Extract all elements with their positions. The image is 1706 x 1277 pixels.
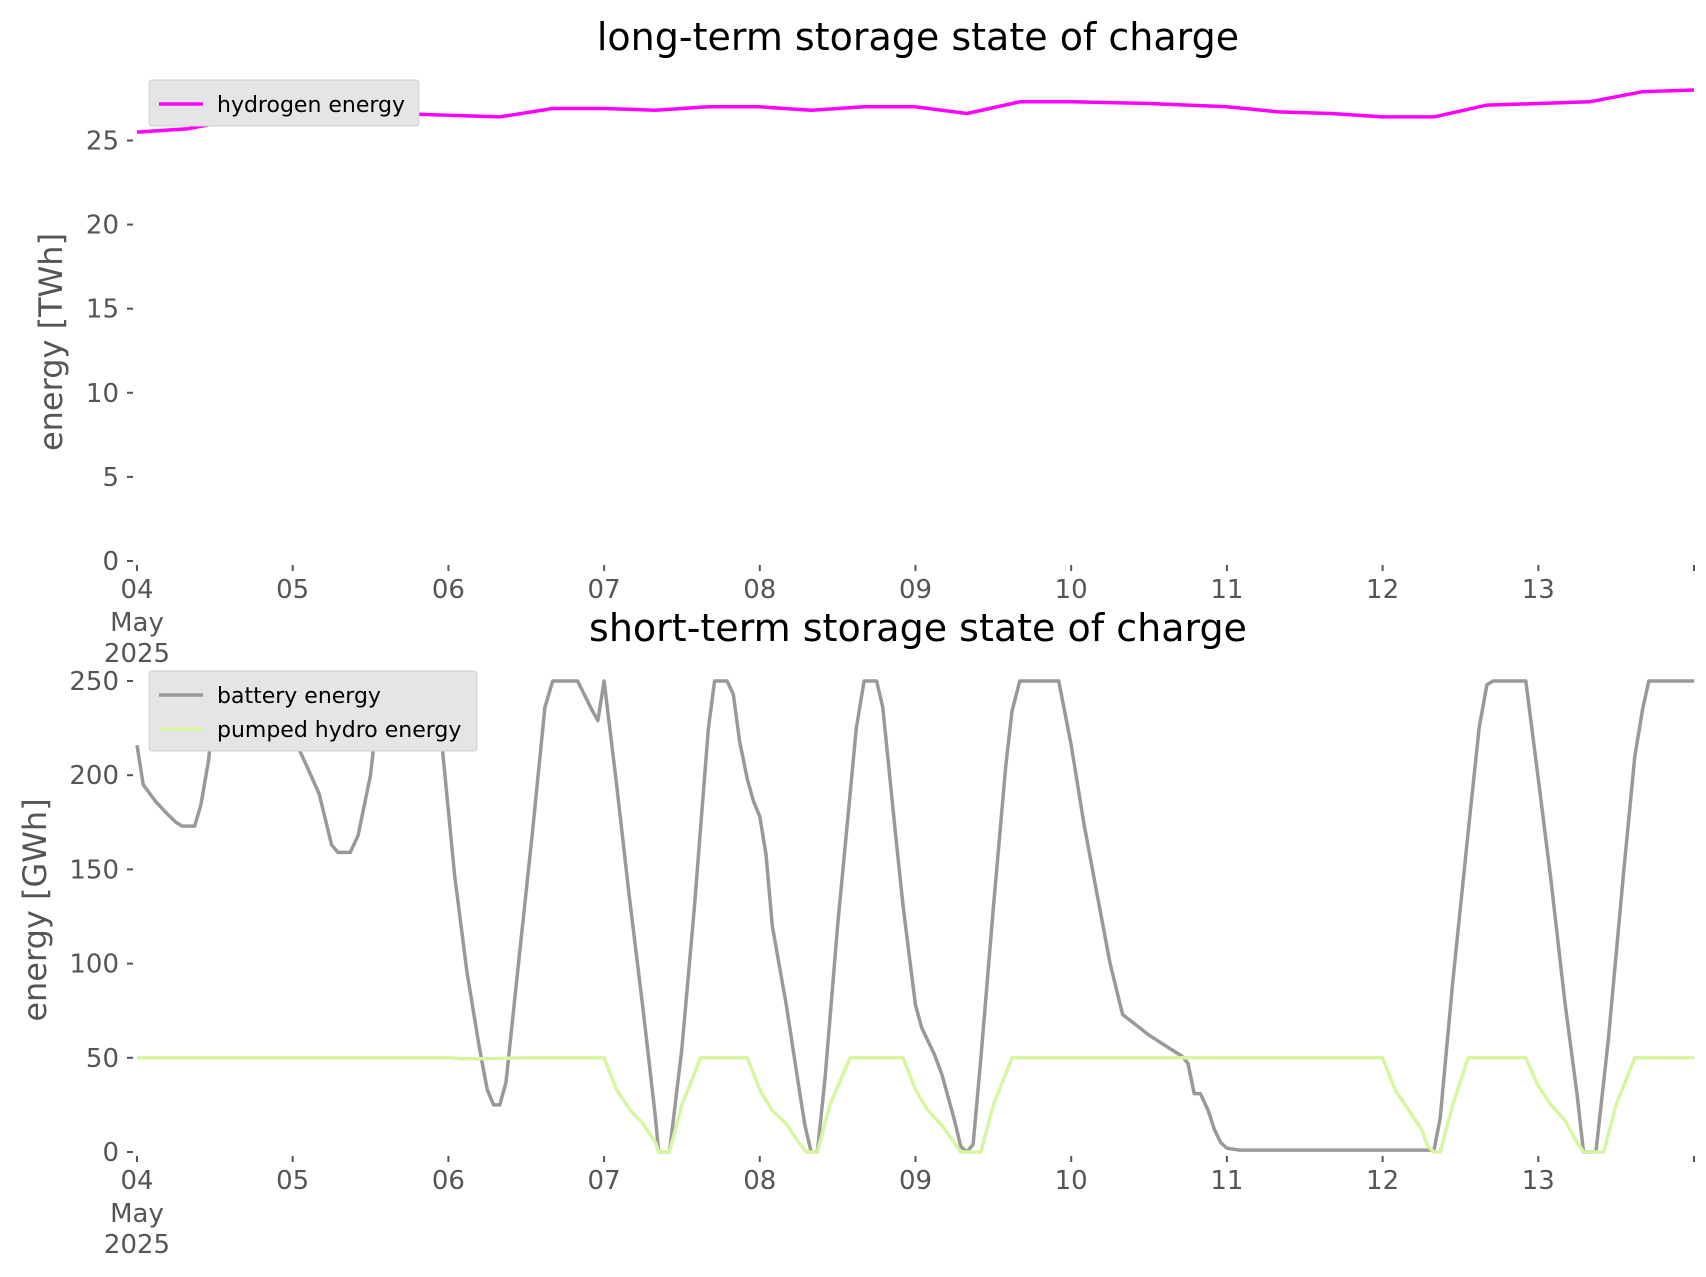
x-tick-label: 11 [1210,575,1243,605]
y-tick-label: 200 [69,761,119,791]
y-axis-label: energy [TWh] [32,233,70,451]
x-tick-label: 07 [588,575,621,605]
x-tick-label: 06 [432,1166,465,1196]
y-tick-label: 0 [102,1138,119,1168]
x-tick-sublabel: 2025 [104,639,170,669]
x-tick-label: 08 [743,575,776,605]
x-tick-label: 09 [899,1166,932,1196]
y-tick-label: 250 [69,667,119,697]
x-tick-label: 06 [432,575,465,605]
x-tick-label: 10 [1055,1166,1088,1196]
chart-short-term: short-term storage state of charge energ… [16,606,1695,1260]
x-tick-label: 13 [1522,575,1555,605]
y-tick-label: 10 [86,379,119,409]
chart-title: long-term storage state of charge [597,15,1239,59]
chart-long-term: long-term storage state of charge energy… [32,15,1695,669]
chart-title: short-term storage state of charge [589,606,1247,650]
plot-area [135,679,1694,1154]
x-tick-label: 13 [1522,1166,1555,1196]
legend-label: battery energy [217,684,381,709]
x-tick-label: 07 [588,1166,621,1196]
x-tick-label: 08 [743,1166,776,1196]
legend-box [148,79,420,127]
y-tick-label: 50 [86,1044,119,1074]
x-tick-sublabel: May [110,608,164,638]
x-tick-label: 12 [1366,1166,1399,1196]
x-tick-sublabel: 2025 [104,1230,170,1260]
x-tick-label: 05 [276,1166,309,1196]
legend-label: pumped hydro energy [217,718,461,743]
y-tick-label: 0 [102,547,119,577]
x-tick-label: 10 [1055,575,1088,605]
legend-box [148,670,478,752]
legend-label: hydrogen energy [217,93,405,118]
y-tick-label: 150 [69,855,119,885]
x-tick-label: 04 [120,1166,153,1196]
x-tick-label: 05 [276,575,309,605]
x-tick-sublabel: May [110,1199,164,1229]
x-tick-label: 11 [1210,1166,1243,1196]
y-tick-label: 15 [86,295,119,325]
series-line-battery-energy [135,679,1694,1154]
y-tick-label: 25 [86,126,119,156]
x-tick-label: 04 [120,575,153,605]
y-axis-label: energy [GWh] [16,798,54,1021]
legend: hydrogen energy [148,79,420,127]
series-line-pumped-hydro-energy [137,1056,1694,1154]
x-tick-label: 12 [1366,575,1399,605]
y-tick-label: 5 [102,463,119,493]
y-axis: 0 5 10 15 20 25 [86,126,133,577]
legend: battery energy pumped hydro energy [148,670,478,752]
x-tick-label: 09 [899,575,932,605]
y-axis: 0 50 100 150 200 250 [69,667,133,1168]
y-tick-label: 100 [69,950,119,980]
y-tick-label: 20 [86,211,119,241]
